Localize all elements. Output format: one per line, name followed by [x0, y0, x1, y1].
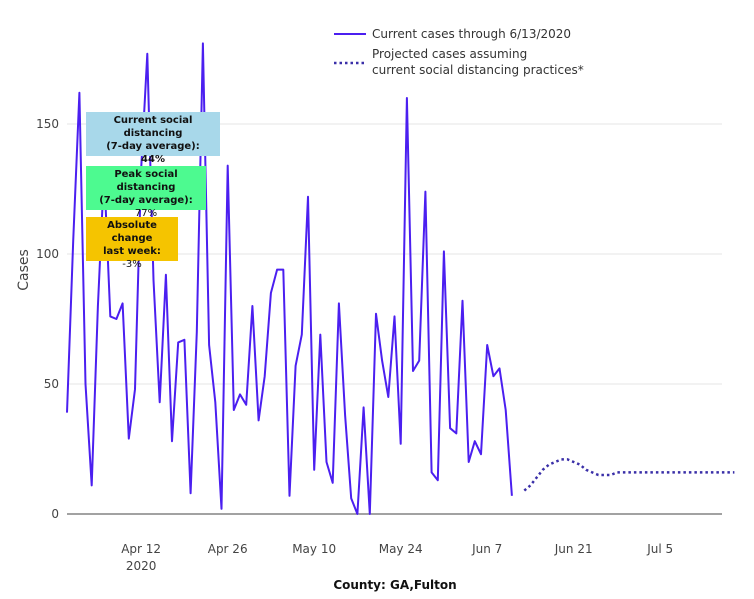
y-tick-label: 150 — [36, 117, 59, 131]
annotation-change-title-1: Absolute change — [107, 220, 157, 244]
x-tick-labels: Apr 12 2020 Apr 26 May 10 May 24 Jun 7 Jun 21 J… — [121, 542, 673, 573]
x-tick-label: Apr 12 — [121, 542, 161, 556]
x-tick-label: May 10 — [292, 542, 336, 556]
annotation-current-title-2: (7-day average): — [106, 141, 200, 152]
annotation-peak-title-2: (7-day average): — [99, 195, 193, 206]
annotation-current-title-1: Current social distancing — [113, 115, 193, 139]
annotation-absolute-change: Absolute change last week: -3% — [86, 217, 178, 270]
annotation-peak-value: 77% — [134, 208, 158, 219]
legend-label-projected-line2: current social distancing practices* — [372, 63, 584, 77]
annotation-peak-distancing: Peak social distancing (7-day average): … — [86, 166, 206, 219]
x-tick-sublabel: 2020 — [126, 559, 157, 573]
y-tick-label: 100 — [36, 247, 59, 261]
y-tick-label: 0 — [51, 507, 59, 521]
annotation-peak-title-1: Peak social distancing — [114, 169, 178, 193]
y-tick-labels: 0 50 100 150 — [36, 117, 59, 521]
y-tick-label: 50 — [44, 377, 59, 391]
legend-label-projected-line1: Projected cases assuming — [372, 47, 527, 61]
x-tick-label: Apr 26 — [208, 542, 248, 556]
x-tick-label: Jun 7 — [471, 542, 502, 556]
annotation-change-value: -3% — [122, 259, 142, 270]
legend-label-current: Current cases through 6/13/2020 — [372, 27, 571, 41]
annotation-change-title-2: last week: — [103, 246, 161, 257]
annotation-current-value: 44% — [141, 154, 165, 165]
y-axis-label: Cases — [16, 249, 32, 291]
legend: Current cases through 6/13/2020 Projecte… — [334, 27, 584, 77]
x-axis-label: County: GA,Fulton — [333, 578, 456, 592]
series-projected-cases — [523, 458, 735, 492]
x-tick-label: Jul 5 — [646, 542, 673, 556]
x-tick-label: Jun 21 — [554, 542, 593, 556]
annotation-current-distancing: Current social distancing (7-day average… — [86, 112, 220, 165]
x-tick-label: May 24 — [379, 542, 423, 556]
